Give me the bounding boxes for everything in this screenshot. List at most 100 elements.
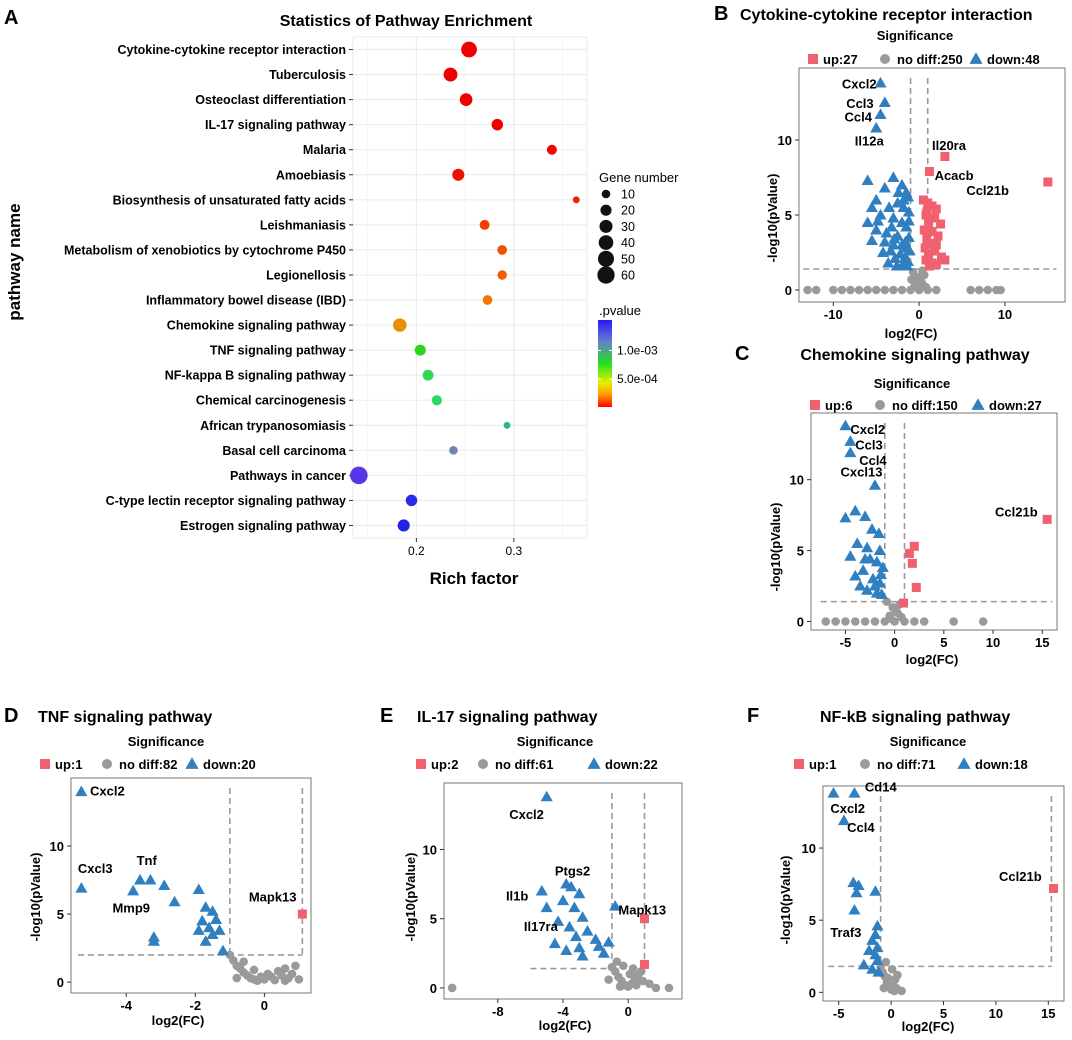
volcano-b-down-point: [883, 201, 896, 212]
volcano-b-nodiff-point: [837, 285, 847, 295]
volcano-f-down-point: [871, 954, 884, 966]
volcano-c-down-point: [849, 504, 862, 516]
panel-f-ylabel: -log10(pValue): [778, 856, 793, 945]
pathway-label: Biosynthesis of unsaturated fatty acids: [113, 193, 346, 207]
volcano-c-nodiff-point: [891, 605, 900, 615]
volcano-b-up-point: [931, 240, 941, 250]
volcano-d-nodiff-point: [291, 961, 300, 971]
volcano-e-legend-up-swatch: [416, 759, 426, 769]
volcano-f-down-point: [871, 941, 884, 953]
volcano-b-nodiff-point: [974, 285, 984, 295]
enrichment-point: [461, 41, 477, 58]
panel-f-legend-title: Significance: [890, 734, 967, 749]
volcano-e-down-point: [592, 940, 605, 951]
volcano-b-legend-up-swatch: [808, 54, 818, 64]
volcano-e-nodiff-point: [604, 975, 613, 984]
volcano-d-legend-down: down:20: [203, 757, 256, 772]
volcano-b-up-point: [922, 207, 932, 217]
volcano-b-down-point: [874, 108, 887, 119]
volcano-f-down-point: [866, 934, 879, 945]
volcano-c-down-point: [844, 446, 857, 458]
volcano-e-down-point: [556, 894, 570, 906]
volcano-b-up-point: [919, 225, 929, 235]
pathway-label: Inflammatory bowel disease (IBD): [146, 294, 346, 308]
volcano-b-up-point: [936, 219, 946, 229]
pathway-label: IL-17 signaling pathway: [205, 118, 346, 132]
volcano-c-xtick-label: 15: [1035, 635, 1049, 650]
volcano-b-legend-down: down:48: [987, 52, 1040, 67]
pathway-label: Cytokine-cytokine receptor interaction: [117, 43, 346, 57]
volcano-c-up-point: [911, 582, 921, 592]
volcano-f-xtick-label: 0: [887, 1006, 894, 1021]
volcano-f-down-point: [848, 903, 861, 915]
size-legend-dot: [601, 189, 611, 199]
volcano-d-nodiff-point: [270, 975, 280, 985]
volcano-d-nodiff-point: [239, 957, 248, 967]
volcano-f-gene-label: Cxcl2: [830, 801, 865, 816]
volcano-c-legend-up-swatch: [810, 400, 820, 410]
volcano-b-nodiff-point: [918, 266, 927, 275]
volcano-d-nodiff-point: [287, 969, 297, 979]
volcano-c-up-point: [909, 541, 919, 551]
enrichment-point: [497, 245, 508, 255]
volcano-d: -4 -2 0 0 5 10 Cxcl2 Cxcl3 Tnf Mmp9 Mapk13 up:1 no d…: [40, 757, 312, 1013]
volcano-c-down-point: [857, 564, 870, 575]
volcano-f-down-point: [866, 963, 879, 974]
volcano-f-nodiff-point: [883, 973, 893, 983]
enrichment-point: [497, 270, 507, 280]
volcano-e-down-point: [581, 925, 594, 936]
volcano-d-nodiff-point: [294, 975, 304, 984]
volcano-c-down-point: [839, 511, 852, 523]
volcano-e-nodiff-point: [612, 957, 622, 966]
volcano-b-xtick-label: 0: [916, 307, 923, 322]
volcano-f-down-point: [850, 886, 863, 898]
volcano-d-legend-nodiff: no diff:82: [119, 757, 178, 772]
volcano-b-up-point: [931, 204, 941, 214]
panel-e-legend-title: Significance: [517, 734, 594, 749]
volcano-f-down-point: [848, 787, 861, 798]
volcano-c-xtick-label: 0: [891, 635, 898, 650]
volcano-b-up-point: [925, 239, 935, 248]
size-legend-label: 30: [621, 220, 635, 234]
panel-e-title: IL-17 signaling pathway: [417, 709, 598, 726]
volcano-b-down-point: [878, 181, 891, 193]
pathway-label: Estrogen signaling pathway: [180, 519, 346, 533]
volcano-e-down-point: [548, 937, 561, 949]
volcano-b-nodiff-point: [846, 285, 855, 295]
volcano-f-gene-label: Traf3: [830, 925, 861, 940]
volcano-d-down-point: [199, 935, 212, 946]
volcano-f-ytick-label: 0: [809, 985, 816, 1000]
volcano-c-down-point: [861, 584, 874, 595]
volcano-c-ytick-label: 5: [797, 544, 804, 559]
volcano-f-gene-label: Cd14: [865, 779, 898, 794]
panel-e-ylabel: -log10(pValue): [403, 853, 418, 942]
volcano-c-down-point: [874, 568, 887, 580]
volcano-d-down-point: [75, 785, 88, 797]
enrichment-xtick-label: 0.3: [506, 544, 523, 558]
panel-b-legend-title: Significance: [877, 28, 954, 43]
volcano-d-gene-label: Cxcl2: [90, 784, 125, 799]
volcano-c-legend-down: down:27: [989, 398, 1042, 413]
volcano-e-down-point: [602, 936, 615, 947]
volcano-d-frame: [70, 777, 312, 994]
volcano-e-xtick-label: -4: [557, 1004, 569, 1019]
panel-c-legend-title: Significance: [874, 376, 951, 391]
volcano-b-up-point: [924, 218, 934, 227]
size-legend-dot: [600, 204, 612, 216]
volcano-b-down-point: [902, 205, 915, 217]
volcano-d-down-point: [75, 882, 88, 893]
volcano-e-down-point: [552, 915, 565, 926]
volcano-e-gene-label: Ptgs2: [555, 864, 590, 879]
volcano-f-legend-down-swatch: [957, 757, 971, 769]
volcano-c-down-point: [872, 527, 885, 539]
volcano-b-down-point: [878, 235, 891, 247]
volcano-b-down-point: [892, 186, 905, 197]
volcano-e-nodiff-point: [615, 982, 625, 991]
panel-b-title: Cytokine-cytokine receptor interaction: [740, 7, 1033, 24]
volcano-f-xtick-label: 10: [989, 1006, 1003, 1021]
pathway-label: Osteoclast differentiation: [195, 93, 346, 107]
enrichment-plot: 0.2 0.3 Cytokine-cytokine receptor interac…: [64, 36, 658, 558]
volcano-b-nodiff-point: [854, 285, 864, 295]
enrichment-point: [405, 494, 418, 507]
volcano-b-down-point: [887, 171, 900, 182]
